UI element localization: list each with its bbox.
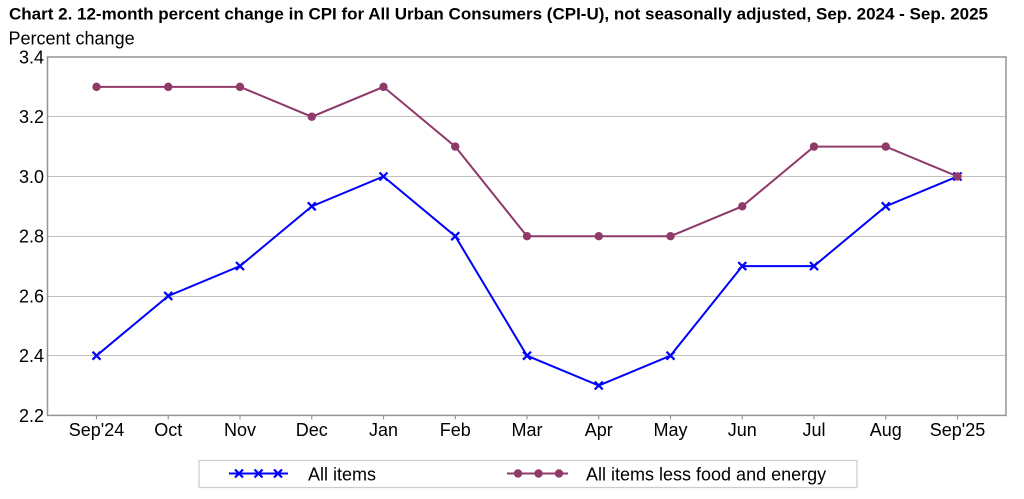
svg-text:Sep'24: Sep'24 [69,420,125,440]
svg-text:Aug: Aug [870,420,902,440]
svg-text:Apr: Apr [585,420,613,440]
svg-text:2.8: 2.8 [19,227,44,247]
svg-text:Nov: Nov [224,420,256,440]
svg-text:Chart 2. 12-month percent chan: Chart 2. 12-month percent change in CPI … [9,5,988,24]
svg-text:2.2: 2.2 [19,406,44,426]
svg-text:3.0: 3.0 [19,167,44,187]
svg-text:2.4: 2.4 [19,346,44,366]
svg-text:Jul: Jul [802,420,825,440]
svg-text:3.4: 3.4 [19,48,44,68]
svg-text:3.2: 3.2 [19,107,44,127]
svg-text:Feb: Feb [440,420,471,440]
svg-text:All items less food and energy: All items less food and energy [586,464,826,484]
svg-text:2.6: 2.6 [19,286,44,306]
svg-text:Percent change: Percent change [9,29,135,49]
svg-text:Mar: Mar [512,420,543,440]
svg-text:Dec: Dec [296,420,328,440]
svg-text:Oct: Oct [154,420,182,440]
svg-text:Jan: Jan [369,420,398,440]
svg-text:All items: All items [308,464,376,484]
svg-text:May: May [653,420,687,440]
svg-text:Jun: Jun [728,420,757,440]
svg-text:Sep'25: Sep'25 [930,420,986,440]
